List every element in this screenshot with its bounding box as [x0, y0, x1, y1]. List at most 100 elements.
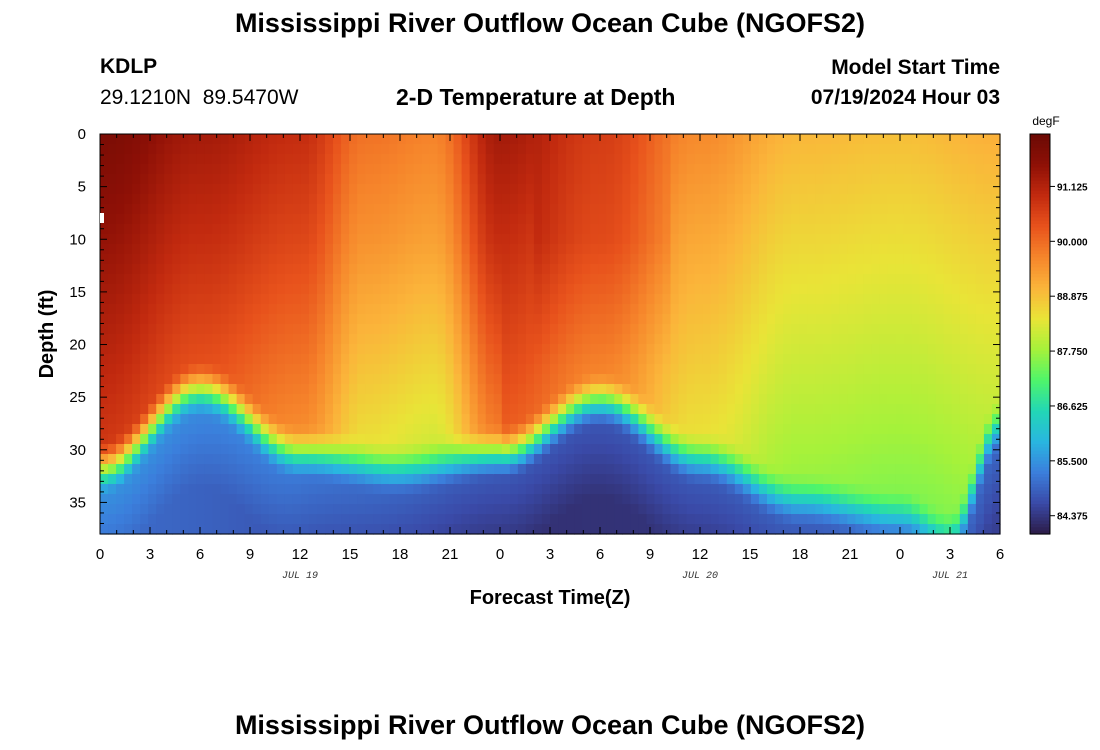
heatmap-cell	[437, 374, 447, 385]
heatmap-cell	[252, 494, 262, 505]
heatmap-cell	[863, 214, 873, 225]
heatmap-cell	[204, 514, 214, 525]
heatmap-cell	[823, 364, 832, 375]
heatmap-cell	[124, 194, 133, 205]
heatmap-cell	[951, 454, 961, 465]
heatmap-cell	[927, 274, 937, 285]
heatmap-cell	[453, 174, 463, 185]
heatmap-cell	[228, 234, 238, 245]
heatmap-cell	[148, 154, 157, 165]
heatmap-cell	[341, 264, 350, 275]
heatmap-cell	[758, 374, 768, 385]
heatmap-cell	[533, 484, 543, 495]
heatmap-cell	[252, 504, 262, 515]
heatmap-cell	[220, 384, 230, 395]
heatmap-cell	[903, 354, 913, 365]
heatmap-cell	[558, 414, 567, 425]
heatmap-cell	[943, 144, 953, 155]
heatmap-cell	[461, 394, 471, 405]
heatmap-cell	[437, 494, 447, 505]
heatmap-cell	[758, 524, 768, 535]
heatmap-cell	[590, 264, 599, 275]
heatmap-cell	[670, 414, 680, 425]
heatmap-cell	[775, 464, 784, 475]
heatmap-cell	[566, 154, 575, 165]
heatmap-cell	[622, 204, 631, 215]
heatmap-cell	[268, 474, 278, 485]
heatmap-cell	[244, 374, 254, 385]
heatmap-cell	[469, 494, 479, 505]
heatmap-cell	[807, 494, 816, 505]
heatmap-cell	[750, 464, 760, 475]
heatmap-cell	[148, 514, 157, 525]
heatmap-cell	[646, 284, 656, 295]
heatmap-cell	[550, 234, 559, 245]
heatmap-cell	[566, 474, 575, 485]
heatmap-cell	[598, 144, 607, 155]
heatmap-cell	[991, 424, 1001, 435]
heatmap-cell	[694, 424, 704, 435]
heatmap-cell	[100, 484, 109, 495]
heatmap-cell	[622, 154, 631, 165]
heatmap-cell	[429, 184, 439, 195]
colorbar-segment	[1030, 244, 1050, 248]
heatmap-cell	[325, 374, 334, 385]
heatmap-cell	[791, 174, 800, 185]
heatmap-cell	[421, 274, 431, 285]
heatmap-cell	[533, 264, 543, 275]
heatmap-cell	[919, 294, 929, 305]
heatmap-cell	[260, 464, 270, 475]
heatmap-cell	[726, 374, 736, 385]
heatmap-cell	[766, 434, 776, 445]
heatmap-cell	[236, 424, 246, 435]
heatmap-cell	[975, 144, 985, 155]
heatmap-cell	[823, 304, 832, 315]
heatmap-cell	[268, 414, 278, 425]
heatmap-cell	[132, 484, 141, 495]
heatmap-cell	[429, 384, 439, 395]
heatmap-cell	[445, 444, 455, 455]
heatmap-cell	[662, 504, 672, 515]
heatmap-cell	[220, 264, 230, 275]
heatmap-cell	[598, 454, 607, 465]
heatmap-cell	[381, 294, 390, 305]
heatmap-cell	[686, 304, 696, 315]
heatmap-cell	[244, 434, 254, 445]
heatmap-cell	[140, 424, 149, 435]
heatmap-cell	[389, 284, 398, 295]
heatmap-cell	[558, 494, 567, 505]
heatmap-cell	[863, 324, 873, 335]
heatmap-cell	[469, 434, 479, 445]
heatmap-cell	[156, 154, 165, 165]
heatmap-cell	[116, 424, 125, 435]
heatmap-cell	[260, 324, 270, 335]
heatmap-cell	[164, 484, 173, 495]
heatmap-cell	[879, 344, 889, 355]
heatmap-cell	[887, 224, 897, 235]
heatmap-cell	[541, 324, 551, 335]
heatmap-cell	[927, 164, 937, 175]
heatmap-cell	[405, 224, 414, 235]
heatmap-cell	[734, 484, 744, 495]
heatmap-cell	[341, 144, 350, 155]
colorbar-segment	[1030, 167, 1050, 172]
heatmap-cell	[276, 274, 286, 285]
heatmap-cell	[325, 274, 334, 285]
heatmap-cell	[638, 164, 648, 175]
heatmap-cell	[799, 284, 808, 295]
heatmap-cell	[453, 314, 463, 325]
heatmap-cell	[236, 504, 246, 515]
heatmap-cell	[903, 154, 913, 165]
heatmap-cell	[702, 424, 712, 435]
heatmap-cell	[284, 374, 294, 385]
heatmap-cell	[646, 214, 656, 225]
heatmap-cell	[654, 384, 664, 395]
heatmap-cell	[517, 454, 527, 465]
heatmap-cell	[638, 444, 648, 455]
heatmap-cell	[807, 344, 816, 355]
heatmap-cell	[252, 234, 262, 245]
heatmap-cell	[654, 274, 664, 285]
heatmap-cell	[718, 134, 728, 145]
heatmap-cell	[622, 234, 631, 245]
heatmap-cell	[156, 184, 165, 195]
